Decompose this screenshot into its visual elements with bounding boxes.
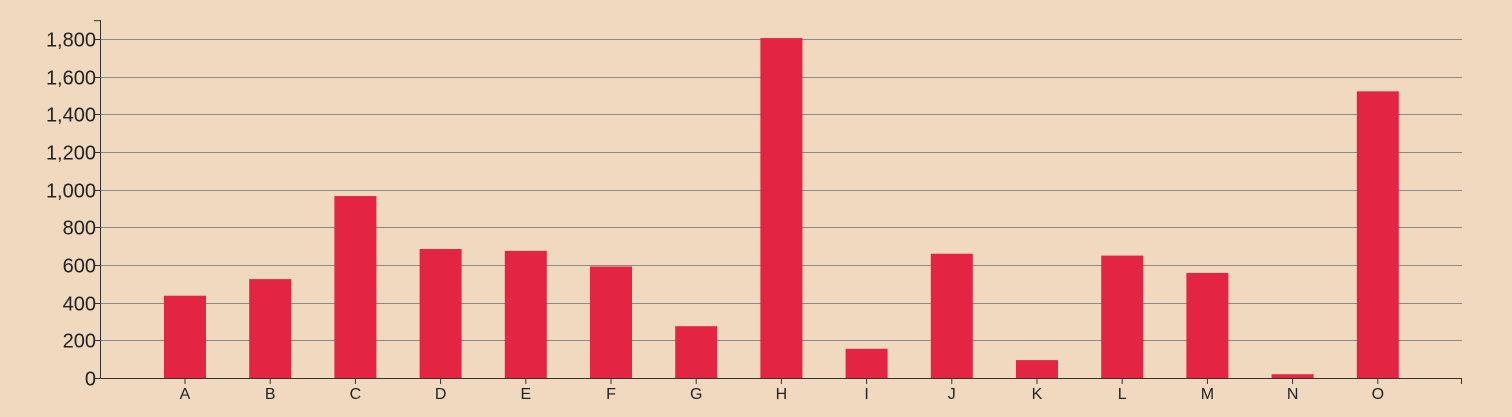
- y-tick-label: 1,400: [46, 105, 96, 127]
- y-tick-label: 200: [63, 331, 96, 353]
- x-tick-label: G: [690, 386, 702, 403]
- x-tick-label: J: [948, 386, 956, 403]
- x-tick-labels: A B C D E F G H I J K L M N O: [180, 386, 1384, 403]
- bar-l: [1101, 255, 1144, 378]
- x-tick-label: M: [1201, 386, 1214, 403]
- bar-n: [1271, 374, 1314, 378]
- bar-m: [1186, 272, 1229, 378]
- y-tick-label: 1,600: [46, 68, 96, 90]
- bar-d: [419, 248, 462, 378]
- bar-f: [590, 266, 632, 378]
- x-tick-label: H: [776, 386, 788, 403]
- bar-o: [1356, 91, 1399, 379]
- y-tick-label: 600: [63, 256, 96, 278]
- x-tick-label: K: [1032, 386, 1043, 403]
- bar-a: [164, 295, 206, 378]
- bar-j: [930, 253, 973, 378]
- x-tick-label: I: [864, 386, 868, 403]
- y-tick-label: 0: [85, 369, 96, 391]
- bar-b: [249, 279, 292, 378]
- y-tick-label: 1,200: [46, 143, 96, 165]
- bars: [164, 38, 1399, 379]
- x-tick-label: B: [265, 386, 276, 403]
- bar-k: [1016, 360, 1058, 378]
- y-tick-label: 1,800: [46, 30, 96, 52]
- bar-h: [760, 38, 803, 378]
- x-tick-label: C: [350, 386, 362, 403]
- bar-g: [675, 326, 718, 378]
- x-tick-label: O: [1372, 386, 1384, 403]
- y-tick-labels: 0 200 400 600 800 1,000 1,200 1,400 1,600 1,800: [46, 30, 96, 391]
- bar-c: [334, 196, 377, 378]
- y-tick-label: 800: [63, 218, 96, 240]
- axes: [94, 20, 1462, 384]
- y-tick-label: 1,000: [46, 181, 96, 203]
- x-tick-label: D: [435, 386, 447, 403]
- bar-e: [504, 250, 547, 378]
- x-tick-label: F: [606, 386, 616, 403]
- x-tick-label: L: [1118, 386, 1127, 403]
- y-tick-label: 400: [63, 294, 96, 316]
- x-tick-label: E: [520, 386, 531, 403]
- x-tick-label: N: [1287, 386, 1299, 403]
- bar-i: [845, 348, 888, 378]
- x-tick-label: A: [180, 386, 191, 403]
